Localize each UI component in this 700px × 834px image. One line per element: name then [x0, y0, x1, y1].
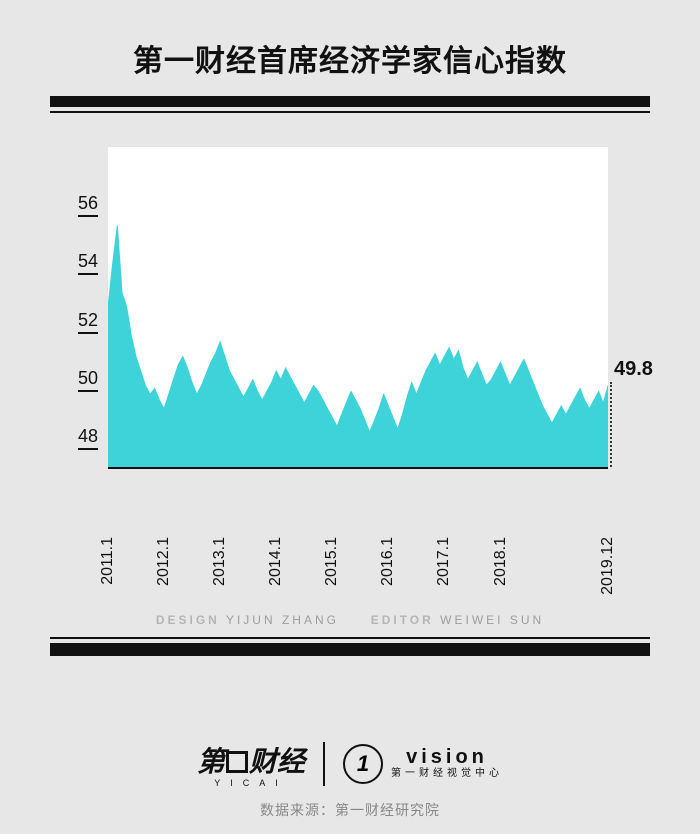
x-tick: 2011.1: [99, 537, 117, 585]
x-tick: 2012.1: [155, 537, 173, 586]
header-rule-thick: [50, 96, 650, 107]
vision-circle-icon: 1: [343, 744, 383, 784]
header-rule-thin: [50, 111, 650, 113]
vision-logo: 1 vision 第一财经视觉中心: [343, 744, 503, 784]
design-label: DESIGN: [156, 613, 220, 627]
x-tick: 2014.1: [267, 537, 285, 586]
x-tick: 2016.1: [379, 537, 397, 586]
footer-logos: 第财经 YICAI 1 vision 第一财经视觉中心: [0, 740, 700, 788]
end-value-dropline: [610, 382, 612, 467]
x-tick: 2013.1: [211, 537, 229, 586]
y-tick: 50: [50, 368, 98, 392]
credits-line: DESIGN YIJUN ZHANG EDITOR WEIWEI SUN: [50, 613, 650, 627]
footer-rule-thin: [50, 637, 650, 639]
x-tick: 2015.1: [323, 537, 341, 586]
end-value-label: 49.8: [614, 358, 653, 381]
design-name: YIJUN ZHANG: [226, 613, 339, 627]
editor-label: EDITOR: [371, 613, 434, 627]
footer-rule-thick: [50, 643, 650, 656]
plot-area: [108, 147, 608, 467]
editor-name: WEIWEI SUN: [440, 613, 544, 627]
yicai-sub: YICAI: [197, 778, 305, 788]
vision-main: vision: [391, 747, 503, 767]
yicai-box-icon: [226, 751, 248, 773]
logo-separator: [323, 742, 325, 786]
chart-area: 48505254562011.12012.12013.12014.12015.1…: [50, 147, 650, 577]
y-tick: 48: [50, 426, 98, 450]
chart-title: 第一财经首席经济学家信心指数: [50, 28, 650, 90]
y-tick: 52: [50, 310, 98, 334]
x-tick: 2017.1: [435, 537, 453, 586]
x-tick: 2019.12: [599, 537, 617, 595]
y-tick: 56: [50, 193, 98, 217]
area-chart-svg: [108, 147, 608, 467]
chart-card: 第一财经首席经济学家信心指数 48 50 52 54 56 2011.1 2012.1 201…: [50, 28, 650, 656]
vision-sub: 第一财经视觉中心: [391, 767, 503, 781]
yicai-logo: 第财经 YICAI: [197, 740, 305, 788]
area-series: [108, 226, 608, 468]
y-tick: 54: [50, 251, 98, 275]
data-source: 数据来源：第一财经研究院: [0, 800, 700, 820]
x-axis-baseline: [108, 467, 608, 469]
x-tick: 2018.1: [492, 537, 510, 586]
